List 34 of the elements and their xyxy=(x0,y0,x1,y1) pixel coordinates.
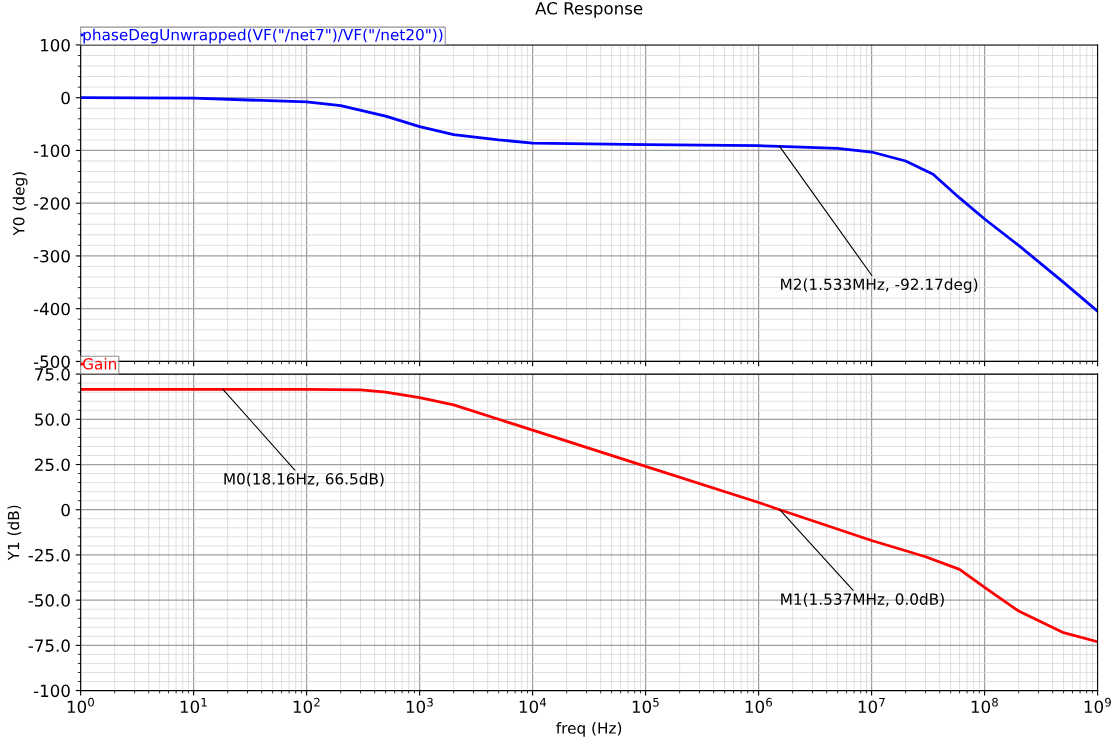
y-tick-label: 25.0 xyxy=(35,458,70,472)
x-axis-title: freq (Hz) xyxy=(556,721,622,737)
chart-title: AC Response xyxy=(535,2,643,18)
y-tick-label: -100 xyxy=(33,144,70,158)
y-tick-label: -100 xyxy=(33,684,70,698)
y-tick-label: -300 xyxy=(33,249,70,263)
x-tick-label: 10$^{0}$ xyxy=(67,697,94,714)
y-axis-title: Y0 (deg) xyxy=(12,172,28,236)
x-tick-label: 10$^{8}$ xyxy=(971,697,998,714)
y-tick-label: -400 xyxy=(33,302,70,316)
x-tick-label: 10$^{3}$ xyxy=(406,697,433,714)
y-tick-label: -75.0 xyxy=(28,639,70,652)
annotation: M2(1.533MHz, -92.17deg) xyxy=(781,278,978,294)
y-tick-label: -200 xyxy=(33,197,70,210)
annotation: M1(1.537MHz, 0.0dB) xyxy=(781,593,944,607)
x-tick-label: 10$^{9}$ xyxy=(1084,697,1111,714)
y-tick-label: 50.0 xyxy=(35,413,70,426)
x-tick-label: 10$^{1}$ xyxy=(180,697,207,714)
y-tick-label: 0 xyxy=(61,503,70,517)
x-tick-label: 10$^{7}$ xyxy=(858,697,885,714)
x-tick-label: 10$^{2}$ xyxy=(293,697,320,714)
x-tick-label: 10$^{6}$ xyxy=(745,697,772,714)
annotation: M0(18.16Hz, 66.5dB) xyxy=(224,472,384,487)
x-tick-label: 10$^{5}$ xyxy=(632,697,659,714)
y-tick-label: -25.0 xyxy=(28,548,70,562)
y-tick-label: 100 xyxy=(40,38,70,52)
y-tick-label: 0 xyxy=(61,91,70,105)
y-tick-label: -500 xyxy=(33,355,70,368)
y-axis-title: Y1 (dB) xyxy=(7,505,22,561)
y-tick-label: 75.0 xyxy=(35,368,70,381)
y-tick-label: -50.0 xyxy=(28,594,70,607)
legend-label: Gain xyxy=(83,357,116,370)
legend-label: phaseDegUnwrapped(VF("/net7")/VF("/net20")) xyxy=(83,28,443,44)
x-tick-label: 10$^{4}$ xyxy=(519,697,547,714)
